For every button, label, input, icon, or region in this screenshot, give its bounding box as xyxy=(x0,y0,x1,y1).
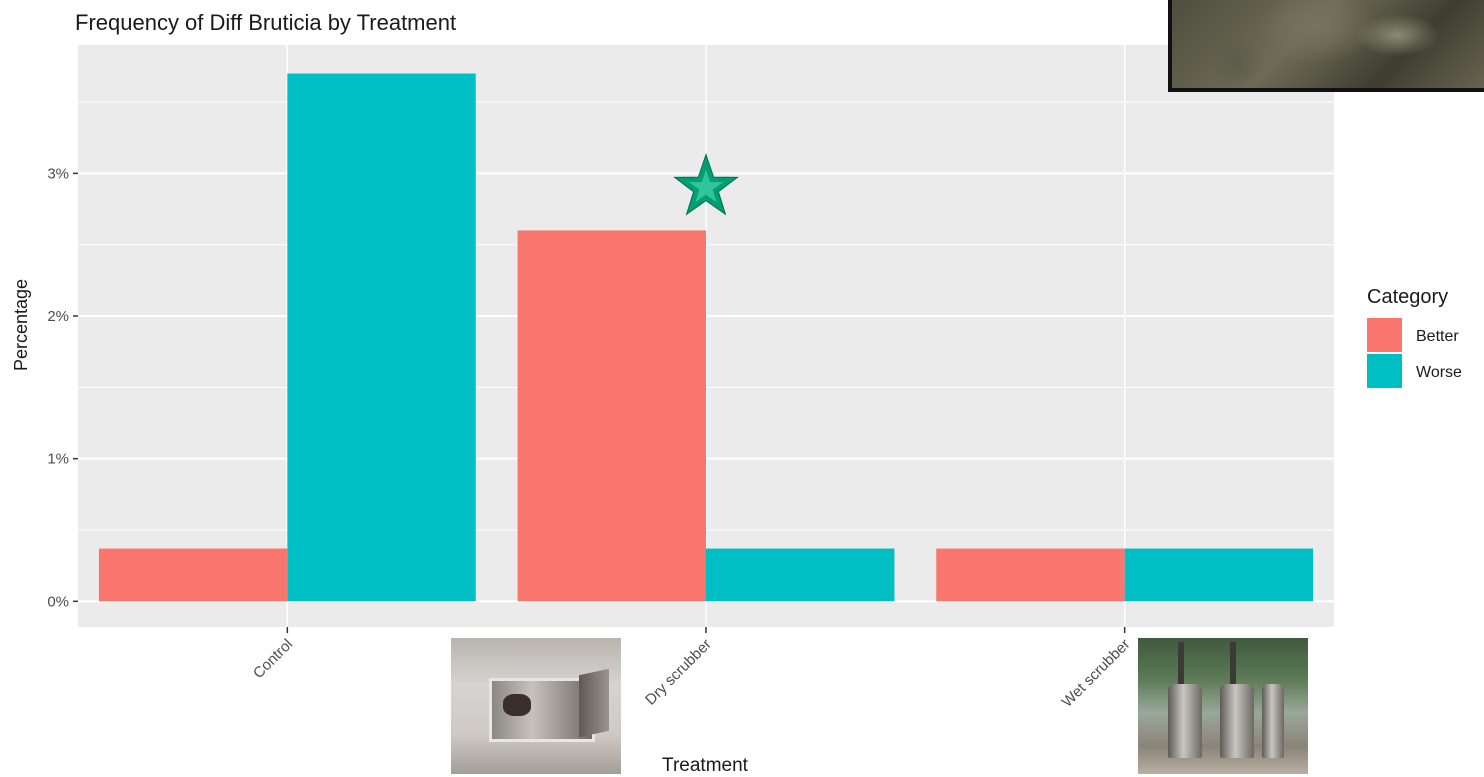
y-tick-label: 0% xyxy=(47,593,69,610)
x-axis-title: Treatment xyxy=(662,755,749,776)
bar-worse-dry-scrubber xyxy=(706,548,895,602)
x-tick-label: Control xyxy=(250,636,296,682)
x-tick-label: Wet scrubber xyxy=(1059,636,1134,711)
y-tick-label: 1% xyxy=(47,451,69,468)
bar-worse-wet-scrubber xyxy=(1124,548,1314,602)
bar-better-dry-scrubber xyxy=(517,230,706,602)
bar-worse-control xyxy=(287,73,476,602)
legend-key-better xyxy=(1367,318,1402,352)
x-tick-label: Dry scrubber xyxy=(642,636,715,709)
y-tick-label: 2% xyxy=(47,308,69,325)
legend: Category Better Worse xyxy=(1367,286,1462,388)
wet-scrubber-photo xyxy=(1138,638,1308,774)
tank-shape xyxy=(1262,684,1284,758)
y-tick-label: 3% xyxy=(47,165,69,182)
bar-better-control xyxy=(98,548,288,602)
tank-shape xyxy=(1168,684,1202,758)
bar-better-wet-scrubber xyxy=(936,548,1125,602)
chart-title: Frequency of Diff Bruticia by Treatment xyxy=(75,10,456,35)
legend-label-better: Better xyxy=(1416,328,1459,345)
legend-label-worse: Worse xyxy=(1416,364,1462,381)
plot-area: 0% 1% 2% 3% Control Dry scrubber Wet scrubber xyxy=(47,45,1334,711)
pipe-shape xyxy=(1230,642,1236,702)
y-axis-title: Percentage xyxy=(11,279,31,371)
rock-photo xyxy=(1168,0,1484,92)
pipe-shape xyxy=(1178,642,1184,702)
scrubber-door-shape xyxy=(579,668,609,738)
star-annotation-highlight xyxy=(688,169,724,203)
scrubber-opening-shape xyxy=(503,694,531,716)
legend-key-worse xyxy=(1367,354,1402,388)
legend-title: Category xyxy=(1367,286,1448,308)
tank-shape xyxy=(1220,684,1254,758)
dry-scrubber-photo xyxy=(451,638,621,774)
